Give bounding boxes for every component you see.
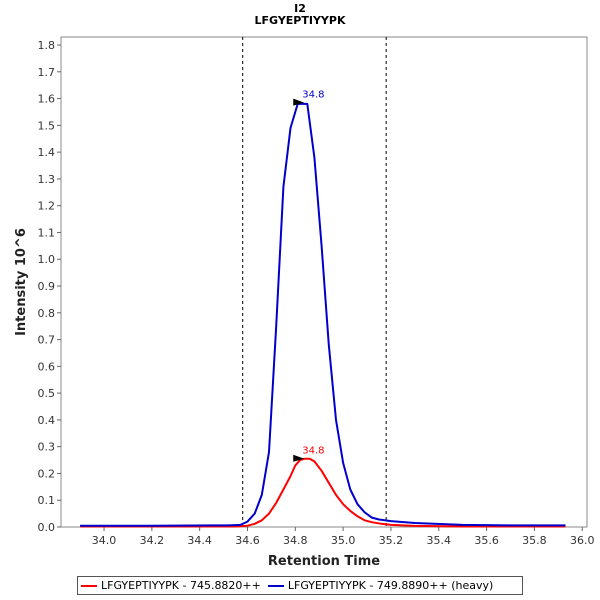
legend-swatch-blue bbox=[267, 584, 284, 587]
legend-item-heavy: LFGYEPTIYYPK - 749.8890++ (heavy) bbox=[267, 579, 494, 592]
integration-boundaries bbox=[242, 37, 387, 527]
y-tick-label: 0.0 bbox=[38, 521, 56, 534]
y-tick-label: 0.1 bbox=[38, 494, 56, 507]
legend: LFGYEPTIYYPK - 745.8820++ LFGYEPTIYYPK -… bbox=[77, 576, 523, 595]
series-line bbox=[80, 457, 566, 528]
chart-title: I2 bbox=[294, 2, 306, 15]
chromatogram-chart: 0.0 0.1 0.2 0.3 0.4 0.5 0.6 0.7 0.8 0.9 1.0 1.1 1.2 1… bbox=[14, 36, 595, 569]
y-tick-label: 1.3 bbox=[38, 173, 56, 186]
x-tick-label: 34.4 bbox=[187, 534, 212, 547]
peak-label: 34.8 bbox=[302, 446, 324, 457]
y-tick-label: 0.3 bbox=[38, 441, 56, 454]
x-tick-label: 35.2 bbox=[379, 534, 404, 547]
series-lines bbox=[80, 102, 566, 528]
y-tick-label: 0.5 bbox=[38, 387, 56, 400]
x-tick-label: 35.8 bbox=[522, 534, 547, 547]
x-tick-label: 34.0 bbox=[92, 534, 117, 547]
y-tick-label: 0.2 bbox=[38, 467, 56, 480]
x-tick-label: 34.2 bbox=[140, 534, 165, 547]
x-axis-ticks: 34.0 34.2 34.4 34.6 34.8 35.0 35.2 35.4 35.6 35.8… bbox=[92, 527, 595, 547]
y-tick-label: 0.9 bbox=[38, 280, 56, 293]
x-axis-label: Retention Time bbox=[268, 554, 380, 569]
y-tick-label: 1.5 bbox=[38, 119, 56, 132]
y-tick-label: 1.7 bbox=[38, 66, 56, 79]
x-tick-label: 34.8 bbox=[283, 534, 308, 547]
y-tick-label: 1.0 bbox=[38, 253, 56, 266]
y-tick-label: 0.7 bbox=[38, 334, 56, 347]
legend-label: LFGYEPTIYYPK - 745.8820++ bbox=[101, 579, 261, 592]
peak-markers: 34.8 34.8 bbox=[293, 90, 325, 462]
y-tick-label: 0.8 bbox=[38, 307, 56, 320]
legend-swatch-red bbox=[81, 584, 97, 587]
y-tick-label: 0.4 bbox=[38, 414, 56, 427]
x-tick-label: 36.0 bbox=[570, 534, 595, 547]
x-tick-label: 35.6 bbox=[474, 534, 499, 547]
y-axis-label: Intensity 10^6 bbox=[14, 228, 29, 336]
legend-label: LFGYEPTIYYPK - 749.8890++ (heavy) bbox=[287, 579, 494, 592]
x-tick-label: 35.4 bbox=[427, 534, 452, 547]
x-tick-label: 34.6 bbox=[235, 534, 260, 547]
y-tick-label: 1.4 bbox=[38, 146, 56, 159]
y-tick-label: 1.1 bbox=[38, 226, 56, 239]
peak-label: 34.8 bbox=[302, 90, 324, 101]
legend-item-light: LFGYEPTIYYPK - 745.8820++ bbox=[81, 579, 261, 592]
y-tick-label: 1.2 bbox=[38, 200, 56, 213]
chart-subtitle: LFGYEPTIYYPK bbox=[254, 14, 346, 27]
y-tick-label: 1.8 bbox=[38, 39, 56, 52]
x-tick-label: 35.0 bbox=[331, 534, 356, 547]
y-axis-ticks: 0.0 0.1 0.2 0.3 0.4 0.5 0.6 0.7 0.8 0.9 1.0 1.1 1.2 1… bbox=[38, 39, 61, 534]
y-tick-label: 1.6 bbox=[38, 93, 56, 106]
peak-arrow bbox=[293, 98, 305, 106]
peak-arrow bbox=[293, 454, 305, 462]
series-line bbox=[80, 102, 566, 527]
y-tick-label: 0.6 bbox=[38, 360, 56, 373]
